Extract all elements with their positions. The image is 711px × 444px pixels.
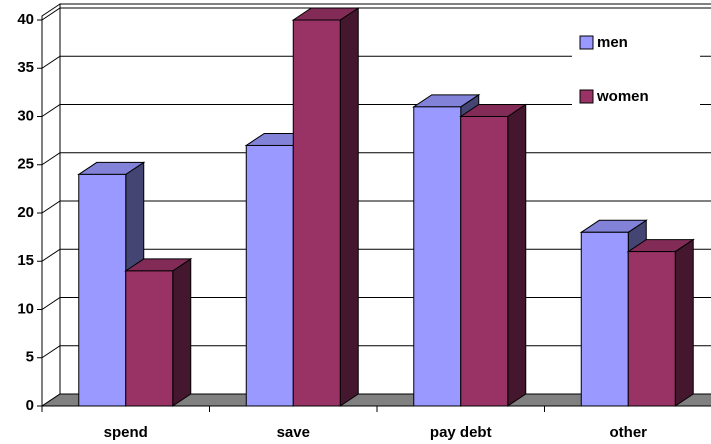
bar-front bbox=[413, 106, 462, 407]
y-tick-label: 20 bbox=[17, 204, 34, 221]
bar bbox=[291, 7, 360, 407]
y-tick-label: 40 bbox=[17, 11, 34, 28]
legend-swatch bbox=[579, 35, 594, 50]
bar-front bbox=[292, 19, 341, 407]
y-tick-label: 25 bbox=[17, 156, 34, 173]
bar-side bbox=[507, 103, 527, 407]
bar-side bbox=[339, 7, 359, 407]
bar bbox=[124, 257, 193, 407]
bar-front bbox=[460, 116, 509, 407]
y-tick-label: 5 bbox=[26, 349, 34, 366]
bar bbox=[459, 103, 528, 407]
x-tick-label: pay debt bbox=[430, 424, 492, 441]
bar-front bbox=[78, 173, 127, 407]
bar bbox=[626, 238, 695, 407]
bar-side bbox=[172, 257, 192, 407]
legend-label: women bbox=[596, 88, 649, 105]
back-wall bbox=[41, 3, 61, 407]
y-tick-label: 0 bbox=[26, 397, 34, 414]
legend-label: men bbox=[597, 34, 628, 51]
x-tick-label: spend bbox=[104, 424, 148, 441]
bar-front bbox=[580, 231, 629, 407]
bar-front bbox=[627, 251, 676, 407]
y-tick-label: 15 bbox=[17, 252, 34, 269]
bar-front bbox=[245, 144, 294, 407]
y-tick-label: 30 bbox=[17, 107, 34, 124]
grid-line bbox=[41, 55, 711, 69]
x-tick-label: other bbox=[610, 424, 648, 441]
bar-side bbox=[674, 238, 694, 407]
y-tick-label: 10 bbox=[17, 300, 34, 317]
x-tick-label: save bbox=[277, 424, 310, 441]
y-tick-label: 35 bbox=[17, 59, 34, 76]
grid-line bbox=[41, 7, 711, 21]
bar-front bbox=[125, 270, 174, 407]
legend-swatch bbox=[579, 89, 594, 104]
